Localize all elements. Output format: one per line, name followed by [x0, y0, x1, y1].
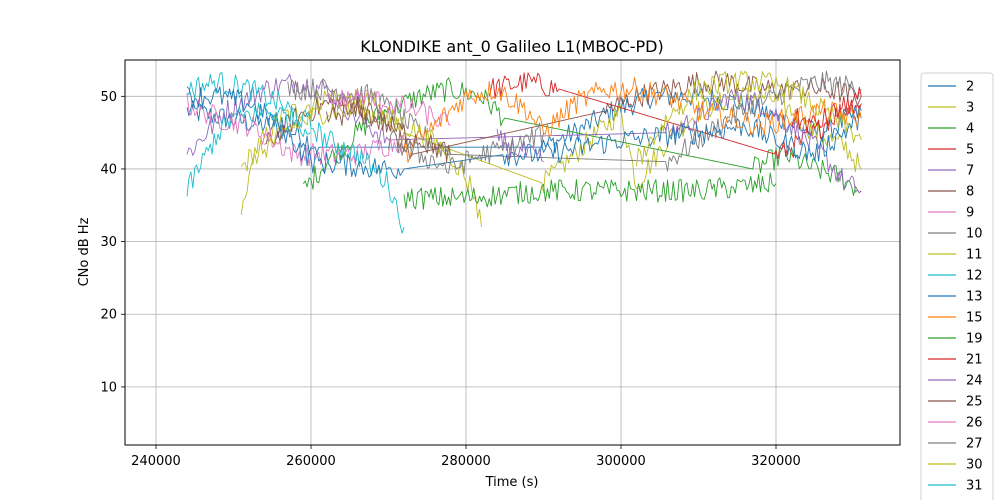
legend-label-2: 2	[966, 80, 974, 95]
series-line-30	[636, 70, 862, 167]
legend-label-3: 3	[966, 101, 974, 116]
series-line-21	[791, 86, 862, 134]
y-axis-label: CNo dB Hz	[77, 217, 92, 286]
legend-label-4: 4	[966, 122, 974, 137]
grid-lines	[125, 60, 900, 445]
plot-frame	[124, 59, 901, 446]
y-axis-ticks: 10 20 30 40 50	[100, 90, 125, 395]
legend-label-12: 12	[966, 269, 983, 284]
series-line-3	[240, 85, 862, 194]
series-line-10	[287, 70, 862, 172]
x-tick-label: 300000	[596, 454, 646, 469]
y-tick-label: 10	[100, 380, 117, 395]
series-line-13	[186, 86, 862, 180]
x-tick-label: 280000	[441, 454, 491, 469]
series-line-27	[388, 122, 544, 175]
series-layer	[186, 70, 862, 234]
legend-label-13: 13	[966, 290, 983, 305]
legend-label-9: 9	[966, 206, 974, 221]
legend-label-11: 11	[966, 248, 983, 263]
legend-label-27: 27	[966, 437, 983, 452]
y-tick-label: 40	[100, 162, 117, 177]
series-line-19	[403, 172, 777, 210]
series-line-31	[186, 102, 312, 197]
x-tick-label: 240000	[131, 454, 181, 469]
series-line-12	[186, 71, 405, 234]
legend-label-25: 25	[966, 395, 983, 410]
x-axis-label: Time (s)	[485, 475, 539, 490]
x-axis-ticks: 240000 260000 280000 300000 320000	[131, 445, 801, 469]
legend-label-10: 10	[966, 227, 983, 242]
legend-frame	[920, 72, 994, 500]
chart-title: KLONDIKE ant_0 Galileo L1(MBOC-PD)	[360, 37, 663, 57]
legend-label-7: 7	[966, 164, 974, 179]
y-tick-label: 20	[100, 308, 117, 323]
legend-label-26: 26	[966, 416, 983, 431]
legend-label-19: 19	[966, 332, 983, 347]
x-tick-label: 320000	[751, 454, 801, 469]
legend-label-31: 31	[966, 479, 983, 494]
legend-label-30: 30	[966, 458, 983, 473]
legend-label-24: 24	[966, 374, 983, 389]
series-line-15	[403, 77, 862, 163]
y-tick-label: 30	[100, 235, 117, 250]
series-line-5	[488, 72, 862, 160]
series-line-26	[326, 88, 451, 127]
legend-label-8: 8	[966, 185, 974, 200]
series-line-9	[186, 92, 405, 167]
y-tick-label: 50	[100, 90, 117, 105]
series-line-24	[496, 128, 544, 163]
legend: 23457891011121315192124252627303133	[920, 72, 994, 500]
series-line-8	[264, 70, 862, 160]
series-line-25	[326, 99, 451, 163]
x-tick-label: 260000	[286, 454, 336, 469]
legend-label-15: 15	[966, 311, 983, 326]
legend-label-5: 5	[966, 143, 974, 158]
legend-label-21: 21	[966, 353, 983, 368]
